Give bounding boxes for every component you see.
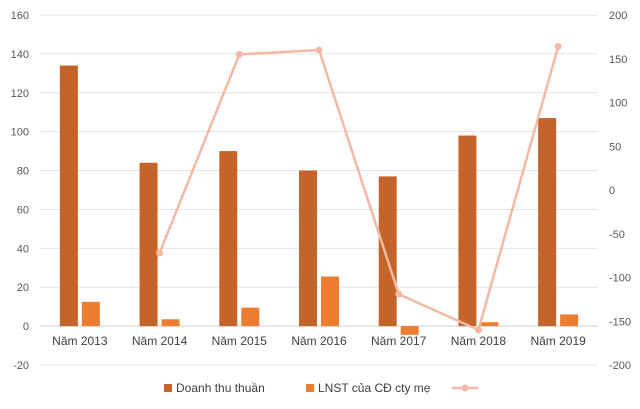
right-tick-label: -200	[609, 360, 631, 372]
right-tick-label: 200	[609, 10, 627, 22]
bar	[480, 322, 499, 327]
bars	[59, 65, 579, 335]
bar	[161, 319, 180, 327]
bar	[241, 307, 260, 327]
bar	[400, 326, 419, 335]
legend-swatch	[306, 384, 314, 392]
left-tick-label: 60	[17, 204, 29, 216]
left-tick-label: 160	[11, 10, 29, 22]
line-point	[474, 326, 482, 334]
category-label: Năm 2017	[371, 334, 427, 348]
left-tick-label: 0	[23, 321, 29, 333]
bar	[139, 162, 158, 327]
bar	[219, 151, 238, 327]
legend: Doanh thu thuần LNST của CĐ cty mẹ	[164, 381, 478, 395]
legend-line-marker	[461, 384, 469, 392]
line-point	[554, 43, 562, 50]
line-series	[156, 43, 562, 334]
legend-label: Doanh thu thuần	[176, 381, 265, 395]
left-tick-label: 40	[17, 243, 29, 255]
left-axis-ticks: -20 0 20 40 60 80 100 120 140 160	[11, 10, 29, 372]
category-label: Năm 2013	[52, 334, 108, 348]
right-tick-label: -150	[609, 316, 631, 328]
line-point	[395, 290, 403, 298]
left-tick-label: 140	[11, 49, 29, 61]
left-tick-label: 20	[17, 282, 29, 294]
line-point	[156, 249, 164, 257]
category-label: Năm 2016	[291, 334, 347, 348]
left-tick-label: 120	[11, 88, 29, 100]
left-tick-label: 100	[11, 127, 29, 139]
bar	[81, 301, 100, 327]
category-label: Năm 2019	[530, 334, 586, 348]
right-tick-label: -50	[609, 229, 625, 241]
line-path	[158, 46, 560, 332]
right-tick-label: 150	[609, 54, 627, 66]
right-tick-label: 100	[609, 98, 627, 110]
right-tick-label: 50	[609, 141, 621, 153]
left-tick-label: -20	[13, 360, 29, 372]
bar	[321, 276, 339, 327]
category-label: Năm 2014	[132, 334, 188, 348]
bar	[458, 135, 477, 327]
bar	[560, 314, 579, 327]
gridlines	[40, 14, 598, 366]
bar	[59, 65, 78, 327]
category-label: Năm 2015	[212, 334, 268, 348]
bar	[538, 118, 557, 327]
line-point	[235, 50, 243, 58]
right-tick-label: -100	[609, 273, 631, 285]
left-tick-label: 80	[17, 166, 29, 178]
right-axis-ticks: -200 -150 -100 -50 0 50 100 150 200	[609, 10, 631, 372]
bar	[299, 170, 317, 327]
category-label: Năm 2018	[451, 334, 507, 348]
line-point	[315, 46, 323, 54]
bar	[378, 176, 397, 327]
legend-swatch	[164, 384, 172, 392]
category-labels: Năm 2013 Năm 2014 Năm 2015 Năm 2016 Năm 2017…	[52, 334, 586, 348]
legend-label: LNST của CĐ cty mẹ	[318, 381, 431, 395]
right-tick-label: 0	[609, 185, 615, 197]
